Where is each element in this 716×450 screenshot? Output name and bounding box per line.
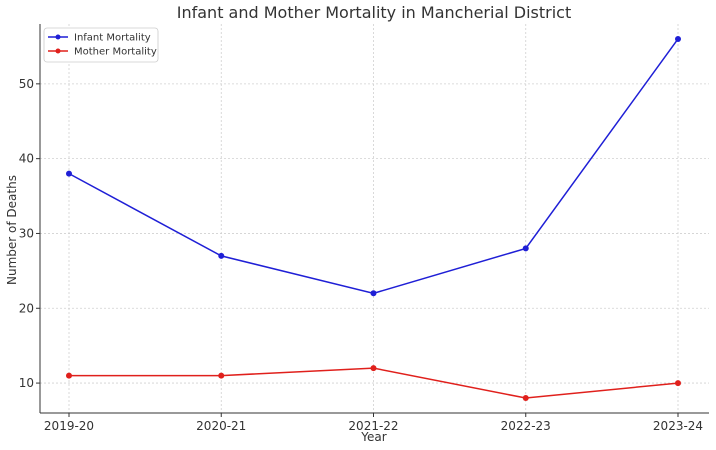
mother-mortality-point [675, 380, 681, 387]
data-series [66, 35, 681, 402]
x-tick-label: 2021-22 [348, 419, 398, 433]
infant-mortality-point [218, 252, 225, 259]
x-tick-label: 2019-20 [44, 419, 94, 433]
y-axis-ticks: 10 20 30 40 50 [19, 77, 40, 390]
y-tick-label: 10 [19, 376, 34, 390]
infant-mortality-point [675, 35, 681, 42]
infant-mortality-legend-marker [55, 34, 61, 40]
mother-mortality-point [522, 395, 529, 402]
axes [39, 24, 709, 414]
mother-mortality-point [370, 365, 377, 372]
infant-mortality-point [370, 290, 377, 297]
y-tick-label: 30 [19, 226, 34, 240]
grid-lines [40, 24, 709, 413]
legend: Infant Mortality Mother Mortality [43, 27, 159, 63]
infant-mortality-point [66, 170, 72, 177]
y-tick-label: 40 [19, 152, 34, 166]
y-axis-label: Number of Deaths [5, 175, 19, 285]
x-tick-label: 2023-24 [653, 419, 703, 433]
x-tick-label: 2020-21 [196, 419, 246, 433]
mother-mortality-legend-marker [55, 48, 61, 54]
x-axis-label: Year [360, 430, 386, 444]
mother-mortality-legend-label: Mother Mortality [74, 47, 157, 58]
mother-mortality-point [66, 372, 72, 379]
infant-mortality-point [522, 245, 529, 252]
x-tick-label: 2022-23 [501, 419, 551, 433]
y-tick-label: 20 [19, 301, 34, 315]
x-axis-ticks: 2019-20 2020-21 2021-22 2022-23 2023-24 [44, 413, 703, 433]
chart-title: Infant and Mother Mortality in Mancheria… [177, 3, 572, 22]
infant-mortality-legend-label: Infant Mortality [74, 33, 151, 44]
y-tick-label: 50 [19, 77, 34, 91]
legend-box [43, 27, 159, 63]
mother-mortality-point [218, 372, 225, 379]
